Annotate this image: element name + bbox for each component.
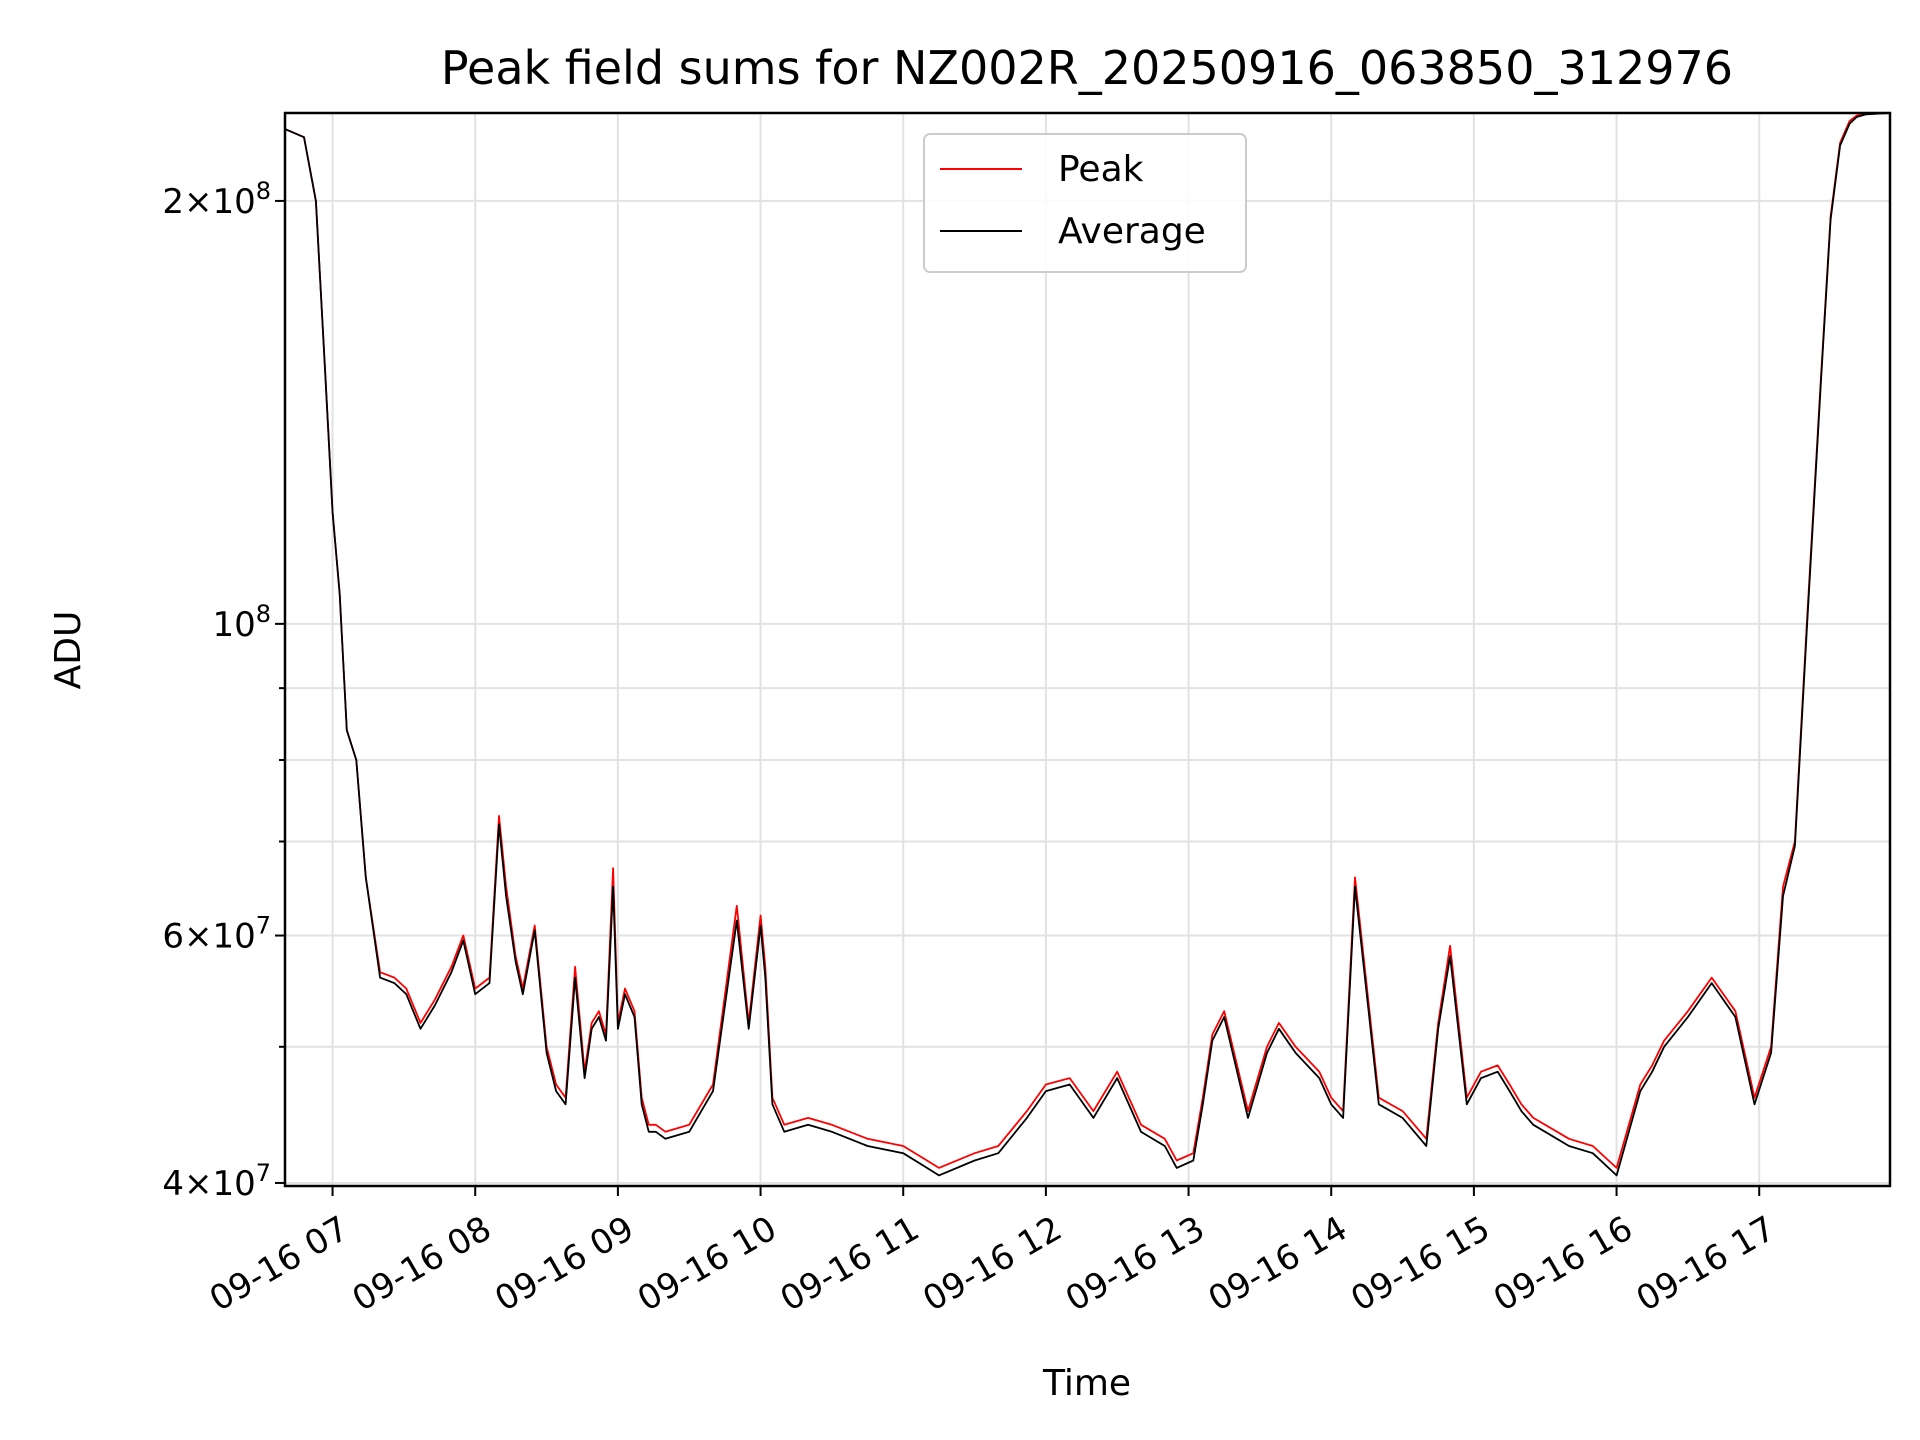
y-axis-ticks: 4×107 6×107 108 2×108 <box>162 177 285 1204</box>
series-layer <box>284 112 1891 1177</box>
y-tick-label: 108 <box>212 600 271 645</box>
chart-title: Peak field sums for NZ002R_20250916_0638… <box>441 41 1733 95</box>
series-line-average <box>284 112 1891 1177</box>
plot-frame <box>283 111 1892 1188</box>
legend-label-peak: Peak <box>1058 149 1144 190</box>
y-axis-label: ADU <box>48 611 89 690</box>
legend: Peak Average <box>923 133 1247 273</box>
y-tick-label: 6×107 <box>162 912 271 957</box>
y-tick-label: 2×108 <box>162 177 271 222</box>
y-tick-label: 4×107 <box>162 1159 271 1204</box>
x-axis-label: Time <box>1042 1363 1131 1404</box>
legend-label-average: Average <box>1058 211 1206 252</box>
